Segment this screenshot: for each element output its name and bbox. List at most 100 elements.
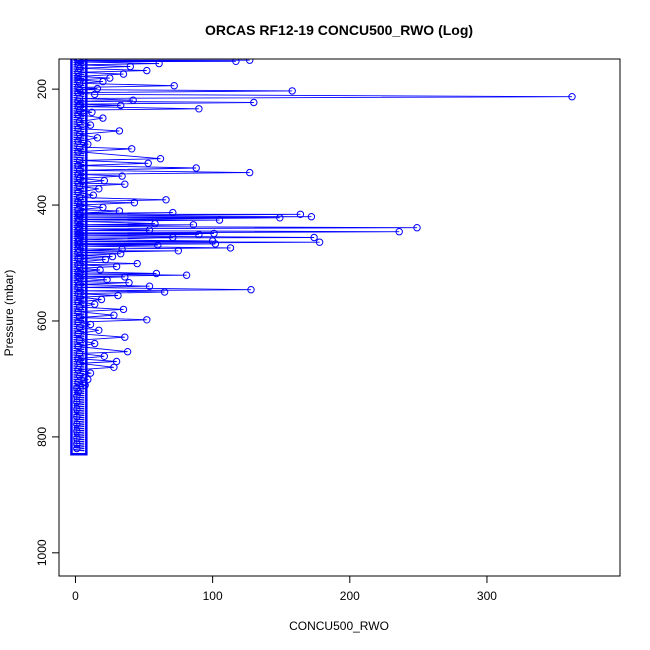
data-point (73, 398, 81, 406)
data-point (73, 420, 81, 428)
data-point (74, 68, 82, 77)
data-point (99, 77, 107, 86)
dense-cluster-stroke (73, 396, 85, 399)
data-point (75, 59, 84, 65)
data-point (75, 193, 84, 202)
data-point (84, 140, 92, 148)
data-point (97, 295, 106, 304)
data-point (195, 105, 203, 113)
data-point (74, 102, 82, 111)
data-point (99, 114, 107, 122)
data-point (73, 412, 81, 421)
data-point (128, 145, 136, 153)
data-point (247, 286, 255, 294)
dense-cluster-stroke (73, 431, 85, 434)
data-point (93, 84, 102, 93)
data-point (75, 64, 84, 73)
data-point (74, 179, 82, 187)
data-point (75, 106, 84, 114)
data-point (84, 375, 92, 384)
data-point (114, 291, 122, 300)
data-point (121, 273, 129, 281)
x-tick-label: 0 (72, 589, 79, 603)
data-point (75, 215, 84, 224)
data-point (86, 320, 95, 329)
dense-cluster-stroke (73, 429, 85, 432)
data-point (169, 233, 177, 242)
data-point (86, 121, 95, 129)
data-point (75, 212, 84, 220)
dense-cluster-stroke (73, 341, 85, 344)
dense-cluster-stroke (73, 343, 85, 346)
data-point (215, 216, 224, 224)
data-point (74, 210, 82, 219)
data-point (155, 59, 163, 68)
data-point (75, 303, 84, 311)
dense-cluster-stroke (73, 448, 85, 452)
data-point (75, 156, 84, 165)
plot-frame (58, 58, 621, 577)
dense-cluster-stroke (73, 413, 85, 417)
data-point (73, 427, 81, 435)
data-point (73, 405, 81, 413)
data-point (192, 164, 200, 172)
data-point (106, 74, 114, 82)
y-tick-label: 200 (35, 79, 49, 99)
dense-cluster-stroke (73, 308, 85, 311)
data-point (95, 326, 103, 334)
data-point (74, 170, 82, 179)
x-tick-label: 200 (340, 589, 360, 603)
data-point (246, 59, 254, 64)
data-point (195, 230, 203, 239)
data-point (151, 219, 159, 228)
data-point (103, 276, 111, 284)
data-point (115, 207, 124, 215)
data-point (119, 305, 128, 314)
data-point (101, 255, 110, 264)
data-point (169, 208, 177, 217)
data-point (91, 90, 99, 99)
data-point (118, 245, 126, 253)
data-point (74, 388, 82, 396)
data-point (121, 333, 129, 341)
data-point (145, 226, 154, 234)
data-point (125, 279, 133, 287)
data-point (73, 440, 81, 448)
data-point (226, 244, 235, 252)
dense-cluster-stroke (73, 400, 85, 403)
data-point (112, 357, 121, 366)
data-point (75, 349, 84, 358)
data-point (73, 392, 81, 400)
data-point (121, 180, 129, 188)
data-point (73, 384, 81, 392)
data-point (246, 168, 254, 177)
data-point (568, 93, 576, 101)
data-point (73, 444, 81, 453)
data-point (108, 252, 117, 261)
data-point (118, 172, 126, 180)
data-point (156, 155, 165, 163)
series-line (76, 59, 573, 449)
data-point (110, 363, 118, 371)
data-point (162, 196, 170, 204)
dense-cluster-band (70, 59, 88, 456)
data-point (75, 117, 84, 126)
data-point (117, 101, 125, 110)
data-point (74, 290, 82, 298)
data-point (74, 161, 82, 170)
data-point (75, 130, 84, 139)
dense-cluster-stroke (73, 330, 85, 333)
dense-cluster-stroke (73, 409, 85, 412)
dense-cluster-stroke (73, 407, 85, 410)
data-point (73, 434, 81, 442)
y-tick-label: 600 (35, 311, 49, 331)
data-point (91, 300, 99, 308)
data-point (276, 214, 284, 222)
data-point (93, 134, 102, 142)
data-point (117, 250, 125, 258)
data-point (296, 210, 305, 219)
data-point (413, 224, 421, 232)
data-point (74, 237, 82, 246)
chart-title: ORCAS RF12-19 CONCU500_RWO (Log) (205, 22, 473, 38)
